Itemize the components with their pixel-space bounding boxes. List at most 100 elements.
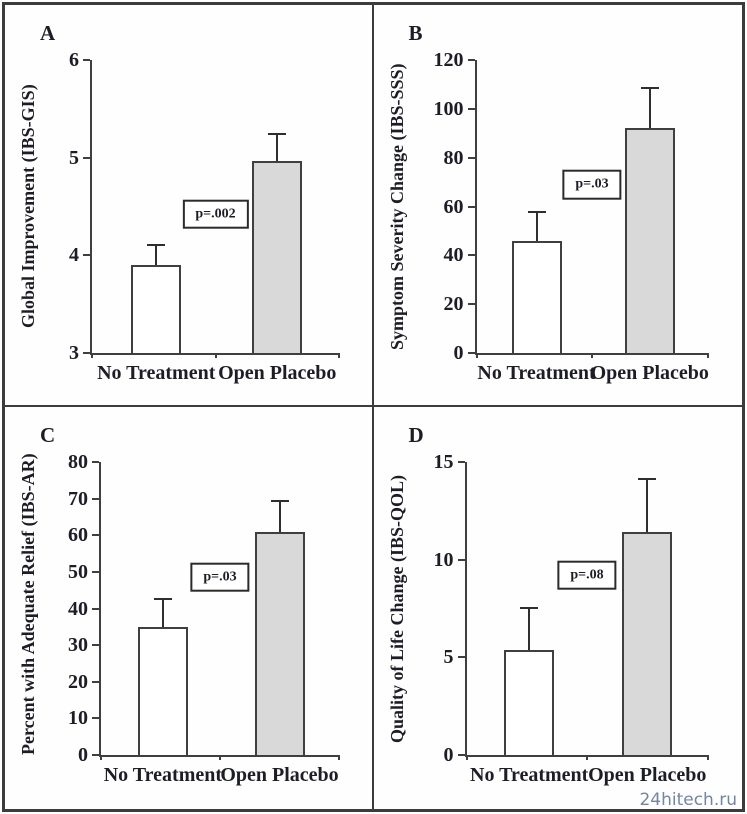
error-bar-cap <box>270 500 289 503</box>
y-axis-tick <box>467 156 475 159</box>
error-bar-cap <box>640 87 659 90</box>
plot-area-c: p=.03 No Treatment Open Placebo 0 10 20 30 4… <box>68 452 340 786</box>
y-axis-tick-label: 100 <box>433 97 464 120</box>
y-axis-tick <box>467 59 475 61</box>
x-axis-tick <box>591 353 593 358</box>
y-axis-tick-label: 120 <box>433 49 464 71</box>
x-axis-tick <box>91 353 93 358</box>
bar-open-placebo <box>252 160 303 353</box>
x-axis-tick <box>338 353 340 358</box>
bar-open-placebo <box>254 531 305 755</box>
y-axis-tick-label: 3 <box>69 342 79 364</box>
p-value-box-d: p=.08 <box>557 560 617 590</box>
y-axis-tick <box>92 754 99 756</box>
y-axis-tick-label: 80 <box>443 146 464 169</box>
plot-area-d: p=.08 No Treatment Open Placebo 0 5 10 15 <box>434 452 709 786</box>
panel-letter-a: A <box>40 21 56 45</box>
panel-letter-c: C <box>40 423 56 447</box>
category-label-no-treatment-d: No Treatment <box>470 764 589 786</box>
y-axis-tick-label: 15 <box>433 451 454 473</box>
plot-area-a: p=.002 No Treatment Open Placebo 3 4 5 6 <box>69 50 340 384</box>
y-axis-tick-label: 30 <box>68 634 88 657</box>
panel-letter-d: D <box>408 423 425 447</box>
x-axis-tick <box>465 755 468 760</box>
x-axis-tick <box>100 755 102 760</box>
bar-open-placebo <box>622 532 673 755</box>
y-axis-title-c: Percent with Adequate Relief (IBS-AR) <box>18 453 38 755</box>
error-bar-cap <box>527 210 546 213</box>
y-axis-tick <box>83 254 90 257</box>
y-axis-tick-label: 80 <box>68 451 88 473</box>
y-axis-tick-label: 10 <box>433 548 454 571</box>
y-axis-tick <box>92 717 99 720</box>
panel-c: C Percent with Adequate Relief (IBS-AR) … <box>5 407 374 809</box>
bar-no-treatment <box>131 265 182 353</box>
y-axis-tick <box>83 59 90 61</box>
category-label-open-placebo-c: Open Placebo <box>220 764 339 786</box>
y-axis-tick <box>92 607 99 610</box>
x-axis-tick <box>219 755 221 760</box>
y-axis-tick-label: 50 <box>68 560 88 583</box>
y-axis-tick-label: 5 <box>443 646 454 669</box>
error-bar-cap <box>153 598 172 601</box>
p-value-box-a: p=.002 <box>182 199 249 230</box>
y-axis-tick-label: 0 <box>443 744 454 766</box>
y-axis-tick-label: 40 <box>443 244 464 267</box>
y-axis-tick <box>83 352 90 354</box>
plot-area-b: p=.03 No Treatment Open Placebo 0 20 40 60 8… <box>434 50 709 384</box>
y-axis-tick-label: 60 <box>443 195 464 218</box>
y-axis-tick-label: 40 <box>68 597 88 620</box>
panel-letter-b: B <box>408 21 424 45</box>
y-axis-tick <box>83 156 90 159</box>
bar-open-placebo <box>624 128 675 353</box>
error-bar-line <box>528 608 531 650</box>
error-bar-cap <box>147 243 166 246</box>
category-label-no-treatment-a: No Treatment <box>97 362 216 384</box>
y-axis-tick-label: 70 <box>68 487 88 510</box>
y-axis-tick-label: 5 <box>69 146 79 169</box>
error-bar-cap <box>638 477 657 480</box>
error-bar-line <box>646 479 649 533</box>
y-axis-tick-label: 6 <box>69 49 79 71</box>
error-bar-line <box>278 502 281 532</box>
error-bar-line <box>276 135 279 161</box>
site-watermark: 24hitech.ru <box>639 790 737 810</box>
y-axis-tick <box>457 754 465 756</box>
y-axis-tick <box>92 644 99 647</box>
y-axis-tick-label: 20 <box>443 293 464 316</box>
category-label-open-placebo-a: Open Placebo <box>218 362 337 384</box>
x-axis-tick <box>338 755 340 760</box>
x-axis-tick <box>706 755 709 760</box>
y-axis-title-d: Quality of Life Change (IBS-QOL) <box>386 474 407 743</box>
error-bar-line <box>161 600 164 627</box>
y-axis-title-b: Symptom Severity Change (IBS-SSS) <box>386 63 407 350</box>
panel-b: B Symptom Severity Change (IBS-SSS) p=.0… <box>373 5 742 407</box>
error-bar-cap <box>520 606 539 609</box>
error-bar-line <box>155 245 158 266</box>
panel-a: A Global Improvement (IBS-GIS) p=.002 No… <box>5 5 374 407</box>
y-axis-tick-label: 0 <box>78 744 88 766</box>
y-axis-tick <box>92 570 99 573</box>
y-axis-tick <box>467 303 475 306</box>
y-axis-tick <box>92 461 99 463</box>
category-label-open-placebo-d: Open Placebo <box>588 764 707 786</box>
category-label-no-treatment-c: No Treatment <box>103 764 223 786</box>
y-axis-tick-label: 10 <box>68 707 88 730</box>
y-axis-tick <box>457 461 465 463</box>
y-axis-tick <box>467 254 475 257</box>
y-axis-tick <box>457 558 465 561</box>
error-bar-cap <box>268 133 287 136</box>
bar-no-treatment <box>504 649 555 755</box>
y-axis-tick <box>92 680 99 683</box>
error-bar-line <box>535 212 538 241</box>
y-axis-title-a: Global Improvement (IBS-GIS) <box>18 84 38 329</box>
y-axis-tick <box>92 497 99 500</box>
x-axis-tick <box>706 353 709 358</box>
y-axis-tick-label: 60 <box>68 524 88 547</box>
x-axis-tick <box>586 755 588 760</box>
y-axis-tick-label: 4 <box>69 244 79 267</box>
panel-d: D Quality of Life Change (IBS-QOL) p=.08… <box>373 407 742 809</box>
y-axis-tick <box>457 656 465 659</box>
p-value-box-c: p=.03 <box>190 562 250 593</box>
